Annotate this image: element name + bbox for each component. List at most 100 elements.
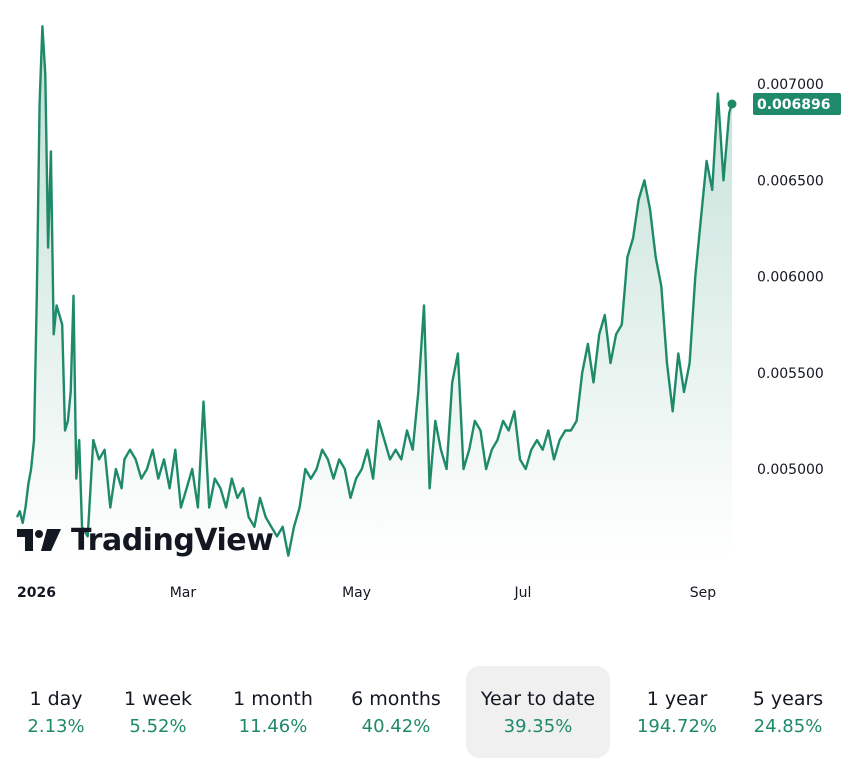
price-point (282, 526, 284, 528)
price-point (129, 449, 131, 451)
price-point (429, 487, 431, 489)
price-point (316, 468, 318, 470)
price-point (593, 381, 595, 383)
price-point (440, 449, 442, 451)
price-point (655, 256, 657, 258)
price-point (333, 478, 335, 480)
price-line (15, 25, 734, 557)
period-selector: 1 day 2.13% 1 week 5.52% 1 month 11.46% … (0, 666, 846, 758)
price-point (140, 478, 142, 480)
y-tick-label: 0.007000 (757, 77, 824, 93)
price-point (50, 150, 52, 152)
y-tick-label: 0.006000 (757, 270, 824, 286)
price-point (338, 458, 340, 460)
price-chart: 0.007000 0.006500 0.006000 0.005500 0.005000… (15, 25, 841, 601)
price-point (33, 439, 35, 441)
period-1-month[interactable]: 1 month 11.46% (220, 666, 326, 758)
price-point (649, 208, 651, 210)
price-point (677, 353, 679, 355)
price-point (610, 362, 612, 364)
price-point (64, 430, 66, 432)
x-tick-label: May (342, 585, 371, 601)
price-point (400, 458, 402, 460)
period-year-to-date[interactable]: Year to date 39.35% (466, 666, 610, 758)
price-point (19, 510, 21, 512)
price-point (728, 112, 730, 114)
last-price-badge-bg (753, 93, 841, 115)
price-point (180, 507, 182, 509)
price-point (553, 458, 555, 460)
price-point (621, 324, 623, 326)
period-label: Year to date (480, 688, 596, 710)
price-point (508, 430, 510, 432)
price-point (389, 458, 391, 460)
price-point (197, 507, 199, 509)
price-point (717, 93, 719, 95)
price-point (491, 449, 493, 451)
y-tick-label: 0.006500 (757, 173, 824, 189)
price-point (203, 401, 205, 403)
price-point (638, 199, 640, 201)
price-point (615, 333, 617, 335)
price-point (378, 420, 380, 422)
price-point (70, 391, 72, 393)
period-1-day[interactable]: 1 day 2.13% (8, 666, 104, 758)
price-point (423, 304, 425, 306)
period-change: 24.85% (753, 716, 823, 737)
tradingview-logo[interactable]: TradingView (17, 520, 274, 560)
tradingview-logo-text: TradingView (71, 522, 274, 558)
price-point (643, 179, 645, 181)
price-point (293, 526, 295, 528)
period-5-years[interactable]: 5 years 24.85% (738, 666, 838, 758)
y-tick-label: 0.005500 (757, 366, 824, 382)
price-point (632, 237, 634, 239)
price-point (542, 449, 544, 451)
price-point (485, 468, 487, 470)
price-point (104, 449, 106, 451)
period-1-week[interactable]: 1 week 5.52% (110, 666, 206, 758)
price-point (355, 478, 357, 480)
period-change: 194.72% (636, 716, 718, 737)
price-point (242, 487, 244, 489)
price-point (310, 478, 312, 480)
price-point (39, 102, 41, 104)
price-point (121, 487, 123, 489)
y-tick-label: 0.005000 (757, 462, 824, 478)
period-label: 1 month (233, 688, 313, 710)
period-change: 2.13% (27, 716, 85, 737)
price-point (231, 478, 233, 480)
period-label: 5 years (752, 688, 824, 710)
price-point (700, 218, 702, 220)
price-point (723, 179, 725, 181)
price-point (146, 468, 148, 470)
price-point (530, 449, 532, 451)
price-point (672, 410, 674, 412)
x-axis: 2026 Mar May Jul Sep (17, 585, 716, 601)
price-point (366, 449, 368, 451)
period-label: 1 day (29, 688, 83, 710)
period-change: 5.52% (129, 716, 187, 737)
price-point (468, 449, 470, 451)
price-point (75, 478, 77, 480)
price-point (434, 420, 436, 422)
price-point (30, 468, 32, 470)
price-point (208, 507, 210, 509)
price-point (27, 483, 29, 485)
price-point (25, 507, 27, 509)
period-6-months[interactable]: 6 months 40.42% (340, 666, 452, 758)
price-point (61, 324, 63, 326)
price-point (56, 304, 58, 306)
last-price-label: 0.006896 (757, 97, 831, 113)
price-point (174, 449, 176, 451)
price-point (16, 516, 18, 518)
period-label: 1 week (123, 688, 193, 710)
period-1-year[interactable]: 1 year 194.72% (622, 666, 732, 758)
price-point (92, 439, 94, 441)
x-tick-label: 2026 (17, 585, 56, 601)
price-point (446, 468, 448, 470)
period-change: 11.46% (238, 716, 308, 737)
price-point (666, 362, 668, 364)
price-point (598, 333, 600, 335)
price-point (474, 420, 476, 422)
price-point (361, 468, 363, 470)
